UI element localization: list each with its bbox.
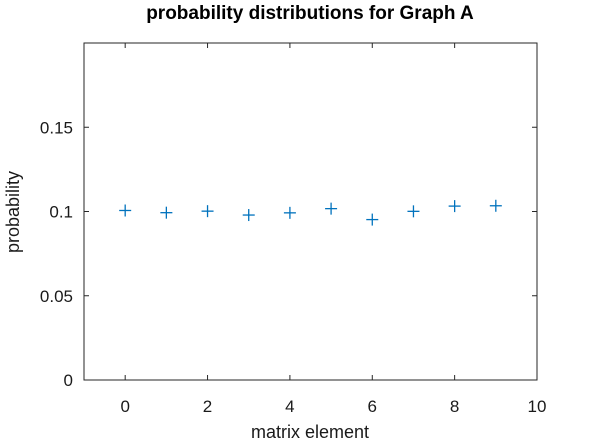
x-tick-label: 0 bbox=[120, 397, 129, 416]
y-tick-label: 0 bbox=[64, 371, 73, 390]
data-points bbox=[119, 199, 502, 226]
data-point bbox=[242, 209, 255, 222]
y-tick-label: 0.15 bbox=[40, 118, 73, 137]
data-point bbox=[489, 199, 502, 212]
x-tick-label: 2 bbox=[203, 397, 212, 416]
x-tick-label: 8 bbox=[450, 397, 459, 416]
data-point bbox=[366, 213, 379, 226]
data-point bbox=[448, 200, 461, 213]
x-tick-label: 6 bbox=[368, 397, 377, 416]
y-tick-label: 0.1 bbox=[49, 203, 73, 222]
axes: 0 2 4 6 8 10 0 0.05 0.1 0.15 bbox=[40, 42, 547, 416]
plot-frame bbox=[83, 42, 538, 381]
chart-title: probability distributions for Graph A bbox=[146, 3, 474, 24]
y-tick-label: 0.05 bbox=[40, 287, 73, 306]
data-point bbox=[119, 204, 132, 217]
data-point bbox=[160, 206, 173, 219]
x-axis-label: matrix element bbox=[251, 422, 369, 440]
data-point bbox=[325, 202, 338, 215]
data-point bbox=[283, 206, 296, 219]
data-point bbox=[201, 205, 214, 218]
x-tick-label: 10 bbox=[528, 397, 547, 416]
x-tick-label: 4 bbox=[285, 397, 294, 416]
y-axis-label: probability bbox=[3, 171, 23, 253]
data-point bbox=[407, 205, 420, 218]
